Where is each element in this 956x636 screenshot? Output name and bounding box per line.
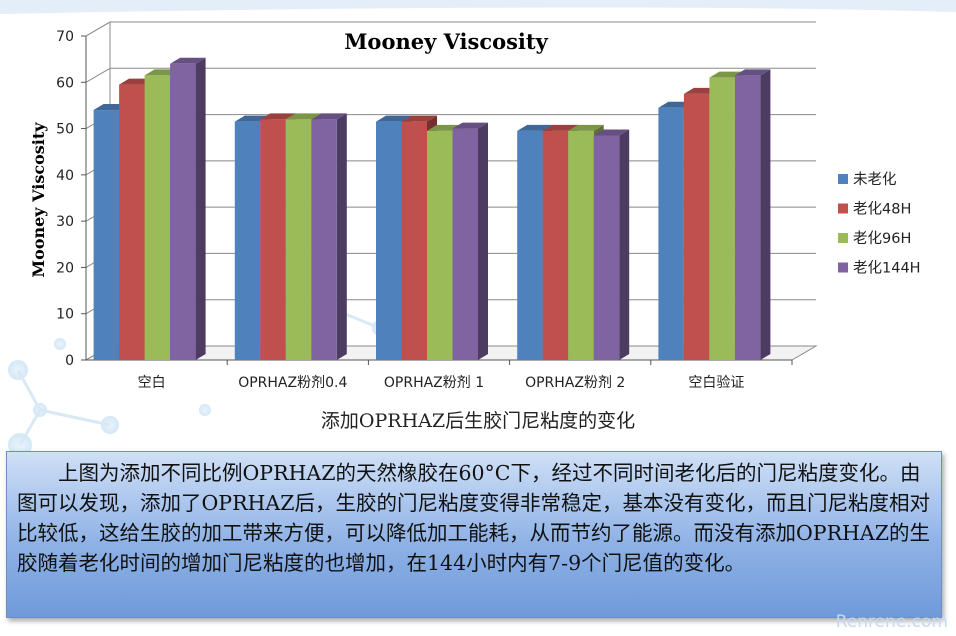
bar-front bbox=[593, 135, 620, 360]
legend-label: 老化48H bbox=[853, 201, 911, 218]
x-tick-label: OPRHAZ粉剂 1 bbox=[384, 375, 484, 391]
legend-item: 老化144H bbox=[838, 260, 921, 277]
bar-front bbox=[144, 75, 171, 360]
bar-front bbox=[401, 121, 427, 360]
bar-front bbox=[170, 63, 196, 361]
legend-swatch bbox=[838, 174, 848, 184]
legend-item: 老化96H bbox=[838, 230, 911, 247]
legend-swatch bbox=[838, 262, 848, 273]
chart-area: 0 10 20 30 40 50 60 70 空白 OPRHAZ粉剂0.4 OPRHAZ粉剂 1 OP… bbox=[29, 21, 921, 391]
y-tick-label: 70 bbox=[56, 29, 74, 45]
bar-top bbox=[452, 122, 488, 129]
y-tick-label: 40 bbox=[56, 168, 74, 184]
legend-label: 老化144H bbox=[853, 260, 921, 277]
x-tick-label: 空白验证 bbox=[688, 375, 744, 391]
legend-swatch bbox=[838, 203, 848, 214]
chart-title: Mooney Viscosity bbox=[344, 29, 548, 54]
y-tick-label: 50 bbox=[56, 122, 74, 138]
legend-swatch bbox=[838, 233, 848, 243]
bar-top bbox=[401, 115, 437, 122]
bar bbox=[452, 122, 488, 360]
bar-front bbox=[452, 128, 478, 360]
bar-top bbox=[568, 124, 604, 131]
description-text: 上图为添加不同比例OPRHAZ的天然橡胶在60°C下，经过不同时间老化后的门尼粘… bbox=[17, 461, 930, 575]
y-tick-label: 20 bbox=[56, 260, 74, 276]
bar-front bbox=[683, 93, 710, 360]
bar-top bbox=[734, 69, 771, 76]
bar bbox=[734, 69, 771, 360]
y-axis-label: Mooney Viscosity bbox=[29, 122, 48, 278]
bar-front bbox=[427, 130, 453, 360]
legend-item: 老化48H bbox=[838, 201, 911, 218]
bar-top bbox=[593, 129, 630, 136]
gridline-diag bbox=[85, 67, 111, 83]
bar-front bbox=[376, 121, 402, 360]
bar-front bbox=[658, 107, 684, 360]
tick-labels: 0 10 20 30 40 50 60 70 空白 OPRHAZ粉剂0.4 OPRHAZ粉剂 1 OP… bbox=[56, 29, 744, 391]
gridline-diag bbox=[85, 21, 111, 37]
bar-front bbox=[734, 75, 761, 360]
bar-front bbox=[709, 77, 735, 361]
bar-chart: 0 10 20 30 40 50 60 70 空白 OPRHAZ粉剂0.4 OPRHAZ粉剂 1 OP… bbox=[29, 21, 921, 391]
bar-top bbox=[260, 113, 296, 120]
bar-side bbox=[478, 122, 488, 360]
bar-side bbox=[760, 69, 771, 360]
x-tick-label: 空白 bbox=[138, 375, 166, 391]
y-tick-label: 0 bbox=[65, 353, 74, 369]
bar-front bbox=[311, 119, 337, 360]
bar-front bbox=[285, 119, 312, 360]
bar-front bbox=[542, 130, 569, 360]
bar-top bbox=[285, 113, 322, 120]
bar-front bbox=[568, 130, 594, 360]
bar-side bbox=[336, 113, 347, 360]
x-tick-label: OPRHAZ粉剂0.4 bbox=[238, 375, 347, 391]
bar-side bbox=[195, 57, 206, 361]
bar-top bbox=[542, 124, 579, 131]
bar-front bbox=[517, 130, 543, 360]
bar-top bbox=[311, 113, 347, 120]
bar-top bbox=[376, 115, 412, 122]
legend-label: 老化96H bbox=[853, 230, 911, 247]
y-tick-label: 30 bbox=[56, 214, 74, 230]
bar bbox=[311, 113, 347, 360]
watermark: Renrene.com bbox=[835, 612, 948, 632]
legend-item: 未老化 bbox=[838, 171, 897, 188]
x-tick-label: OPRHAZ粉剂 2 bbox=[525, 375, 625, 391]
bar-side bbox=[619, 129, 630, 360]
bar-front bbox=[93, 110, 120, 360]
description-box: 上图为添加不同比例OPRHAZ的天然橡胶在60°C下，经过不同时间老化后的门尼粘… bbox=[6, 451, 942, 618]
bars bbox=[93, 57, 771, 361]
bar-front bbox=[260, 119, 286, 360]
y-tick-label: 10 bbox=[56, 307, 74, 323]
chart-caption: 添加OPRHAZ后生胶门尼粘度的变化 bbox=[320, 410, 636, 432]
legend-label: 未老化 bbox=[853, 171, 897, 188]
y-tick-label: 60 bbox=[56, 75, 74, 91]
bar-front bbox=[119, 84, 145, 360]
bar-front bbox=[234, 121, 261, 360]
bar bbox=[170, 57, 206, 361]
bar-top bbox=[170, 57, 206, 64]
bar-top bbox=[517, 124, 553, 131]
bar bbox=[593, 129, 630, 360]
